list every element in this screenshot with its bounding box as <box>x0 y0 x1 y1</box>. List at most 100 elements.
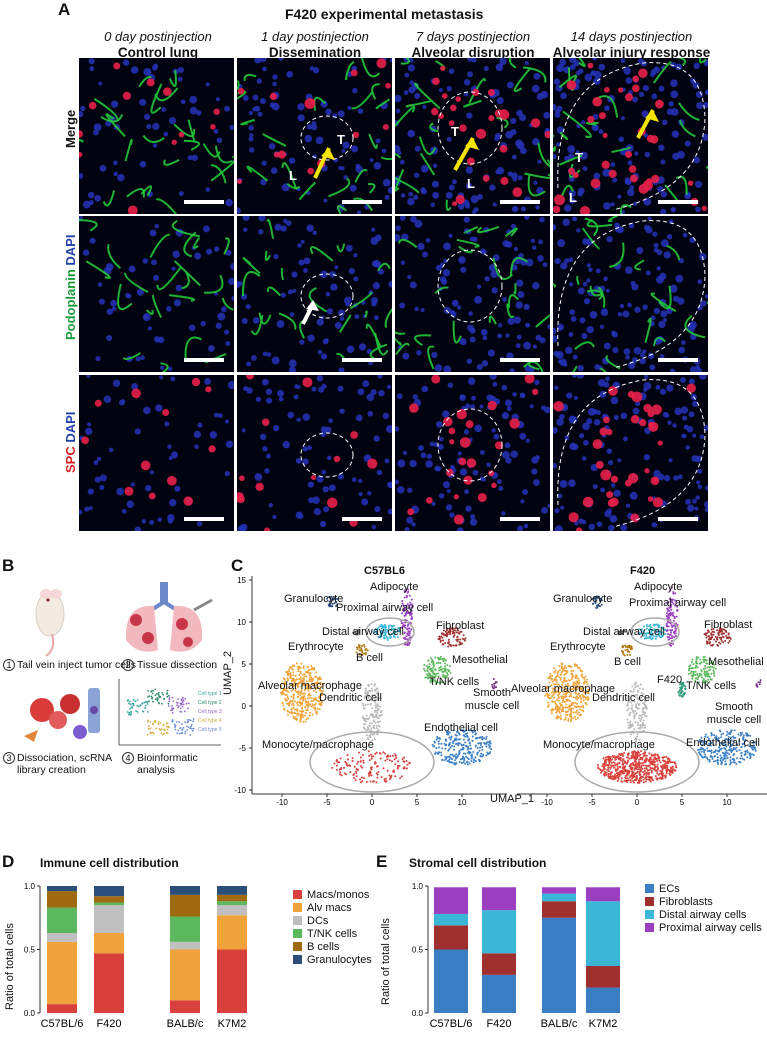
umap-cell-dot <box>331 598 334 601</box>
umap-cell-dot <box>645 759 648 762</box>
umap-cell-dot <box>710 661 713 664</box>
umap-cell-dot <box>581 704 584 707</box>
umap-cell-dot <box>479 746 482 749</box>
umap-cell-dot <box>367 737 370 740</box>
umap-cell-dot <box>694 680 697 683</box>
mini-umap-dot <box>152 722 155 725</box>
umap-cell-dot <box>357 644 360 647</box>
umap-cell-dot <box>380 710 383 713</box>
nucleus <box>465 166 473 174</box>
umap-cell-dot <box>295 662 298 665</box>
umap-cell-dot <box>452 742 455 745</box>
alveolar-wall <box>597 286 604 301</box>
umap-cell-dot <box>673 769 676 772</box>
umap-cell-dot <box>318 708 321 711</box>
nucleus <box>647 216 652 221</box>
nucleus <box>384 194 390 200</box>
nucleus <box>431 501 436 506</box>
nucleus <box>465 403 471 409</box>
umap-cell-dot <box>672 603 675 606</box>
umap-cell-dot <box>383 624 386 627</box>
nucleus <box>79 509 83 515</box>
umap-cell-dot <box>732 748 735 751</box>
umap-cell-dot <box>483 741 486 744</box>
umap-cell-dot <box>559 718 562 721</box>
nucleus <box>592 58 598 61</box>
nucleus <box>442 268 451 277</box>
umap-cell-dot <box>462 752 465 755</box>
umap-cell-dot <box>554 679 557 682</box>
umap-cell-dot <box>368 754 371 757</box>
nucleus <box>145 484 152 492</box>
nucleus <box>541 506 548 514</box>
mini-umap-dot <box>126 699 129 702</box>
umap-cell-dot <box>582 682 585 685</box>
umap-cell-dot <box>339 757 342 760</box>
umap-cell-dot <box>642 752 645 755</box>
umap-cell-dot <box>555 703 558 706</box>
umap-cell-dot <box>689 672 692 675</box>
umap-cell-dot <box>627 700 630 703</box>
umap-cell-dot <box>448 628 451 631</box>
umap-cell-dot <box>561 683 564 686</box>
umap-cell-dot <box>643 634 646 637</box>
nucleus <box>557 493 563 499</box>
umap-cell-dot <box>732 757 735 760</box>
umap-cell-dot <box>572 717 575 720</box>
alveolar-wall <box>160 362 169 372</box>
umap-cell-dot <box>702 679 705 682</box>
nucleus <box>321 469 327 475</box>
nucleus <box>319 520 327 528</box>
nucleus <box>399 159 405 165</box>
umap-cell-dot <box>309 711 312 714</box>
umap-cell-dot <box>297 670 300 673</box>
nucleus <box>515 301 523 309</box>
umap-cell-dot <box>691 677 694 680</box>
umap-cell-dot <box>303 673 306 676</box>
spc-cell <box>566 80 577 91</box>
nucleus <box>303 268 308 273</box>
nucleus <box>241 317 248 325</box>
umap-cell-dot <box>716 629 719 632</box>
umap-cell-dot <box>285 689 288 692</box>
nucleus <box>600 308 609 317</box>
umap-cell-dot <box>704 664 707 667</box>
umap-cell-dot <box>572 670 575 673</box>
nucleus <box>668 101 674 107</box>
umap-cell-dot <box>373 694 376 697</box>
umap-cell-dot <box>467 747 470 750</box>
umap-cell-dot <box>610 771 613 774</box>
umap-cell-dot <box>458 751 461 754</box>
umap-cell-dot <box>363 645 366 648</box>
nucleus <box>448 233 453 238</box>
umap-cell-dot <box>622 759 625 762</box>
umap-cell-dot <box>643 625 646 628</box>
umap-cell-dot <box>372 630 375 633</box>
umap-cell-dot <box>690 670 693 673</box>
x-tick-label: 5 <box>415 798 420 807</box>
umap-cell-dot <box>570 718 573 721</box>
umap-cell-dot <box>364 723 367 726</box>
umap-cell-dot <box>565 666 568 669</box>
alveolar-wall <box>142 135 165 143</box>
spc-cell <box>487 88 495 97</box>
nucleus <box>704 294 708 299</box>
mini-umap-dot <box>137 705 140 708</box>
spc-cell <box>608 386 618 396</box>
alveolar-wall <box>395 331 406 335</box>
nucleus <box>633 346 642 355</box>
umap-cell-dot <box>316 707 319 710</box>
nucleus <box>242 216 250 221</box>
nucleus <box>483 66 489 72</box>
umap-cell-dot <box>464 762 467 765</box>
nucleus <box>248 125 254 131</box>
nucleus <box>660 191 668 198</box>
umap-cell-dot <box>561 662 564 665</box>
nucleus <box>510 117 517 125</box>
nucleus <box>547 503 550 509</box>
mini-umap-dot <box>129 707 132 710</box>
umap-cell-dot <box>439 662 442 665</box>
umap-cell-dot <box>609 767 612 770</box>
nucleus <box>474 424 482 433</box>
nucleus <box>696 102 704 110</box>
